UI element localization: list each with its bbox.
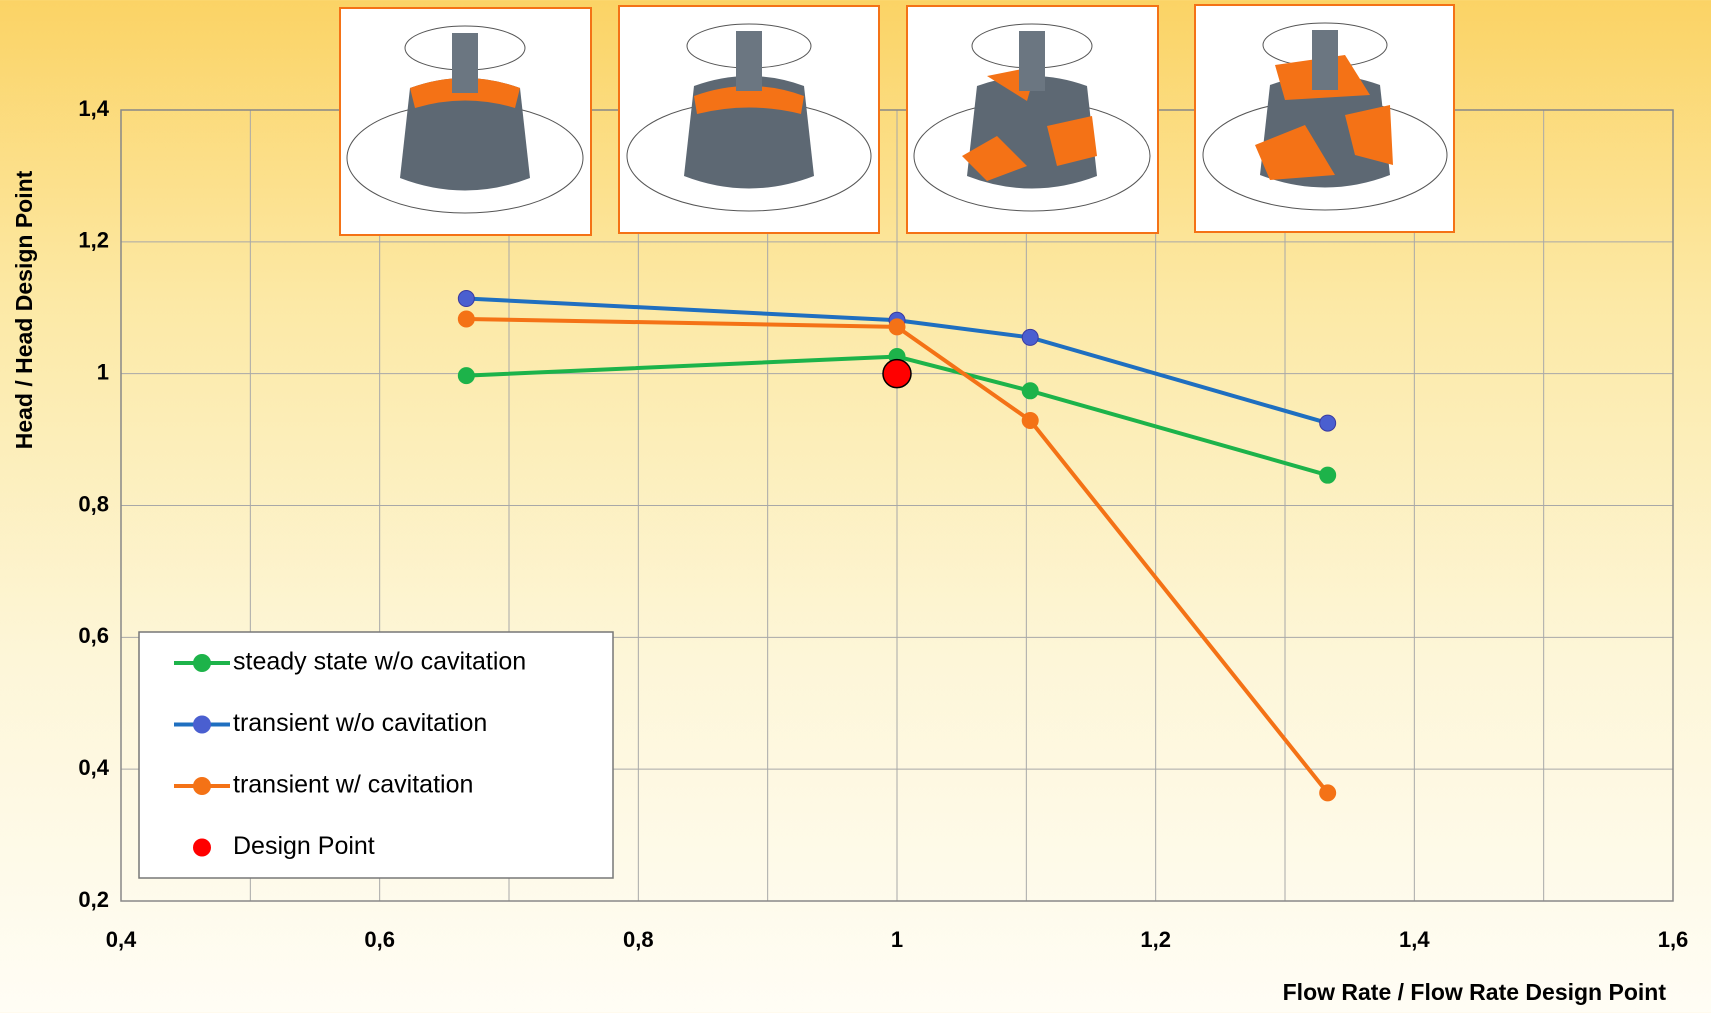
data-point [1022,329,1038,345]
legend-label: Design Point [233,832,375,860]
legend: steady state w/o cavitation transient w/o… [139,632,613,878]
x-tick-label: 1,6 [1658,927,1689,952]
data-point [1022,412,1038,428]
impeller-image [1195,5,1454,232]
legend-marker [193,716,211,734]
x-axis-title: Flow Rate / Flow Rate Design Point [1283,979,1667,1005]
impeller-image [907,6,1158,233]
data-point [458,291,474,307]
x-tick-label: 1,4 [1399,927,1430,952]
x-tick-label: 0,4 [106,927,137,952]
y-axis-title: Head / Head Design Point [11,170,37,449]
x-tick-label: 0,6 [364,927,395,952]
y-tick-label: 0,4 [78,755,109,780]
y-tick-label: 0,8 [78,491,109,516]
legend-marker [193,654,211,672]
legend-marker [193,839,211,857]
x-tick-label: 1 [891,927,903,952]
y-tick-label: 1,4 [78,96,109,121]
data-point [1320,415,1336,431]
data-point [1320,785,1336,801]
page: {"chart_data": {"type": "line", "x_label… [0,0,1711,1013]
y-tick-label: 1 [97,359,109,384]
y-tick-label: 0,2 [78,887,109,912]
y-tick-label: 0,6 [78,623,109,648]
legend-label: steady state w/o cavitation [233,648,526,676]
chart: Flow Rate / Flow Rate Design Point Head … [0,0,1711,1013]
data-point [883,360,911,388]
legend-label: transient w/ cavitation [233,771,473,799]
data-point [889,319,905,335]
impeller-image [340,8,591,235]
y-tick-label: 1,2 [78,228,109,253]
data-point [458,368,474,384]
x-tick-label: 0,8 [623,927,654,952]
data-point [458,311,474,327]
data-point [1022,383,1038,399]
legend-marker [193,777,211,795]
data-point [1320,467,1336,483]
x-tick-label: 1,2 [1140,927,1171,952]
impeller-image [619,6,879,233]
legend-label: transient w/o cavitation [233,709,487,737]
